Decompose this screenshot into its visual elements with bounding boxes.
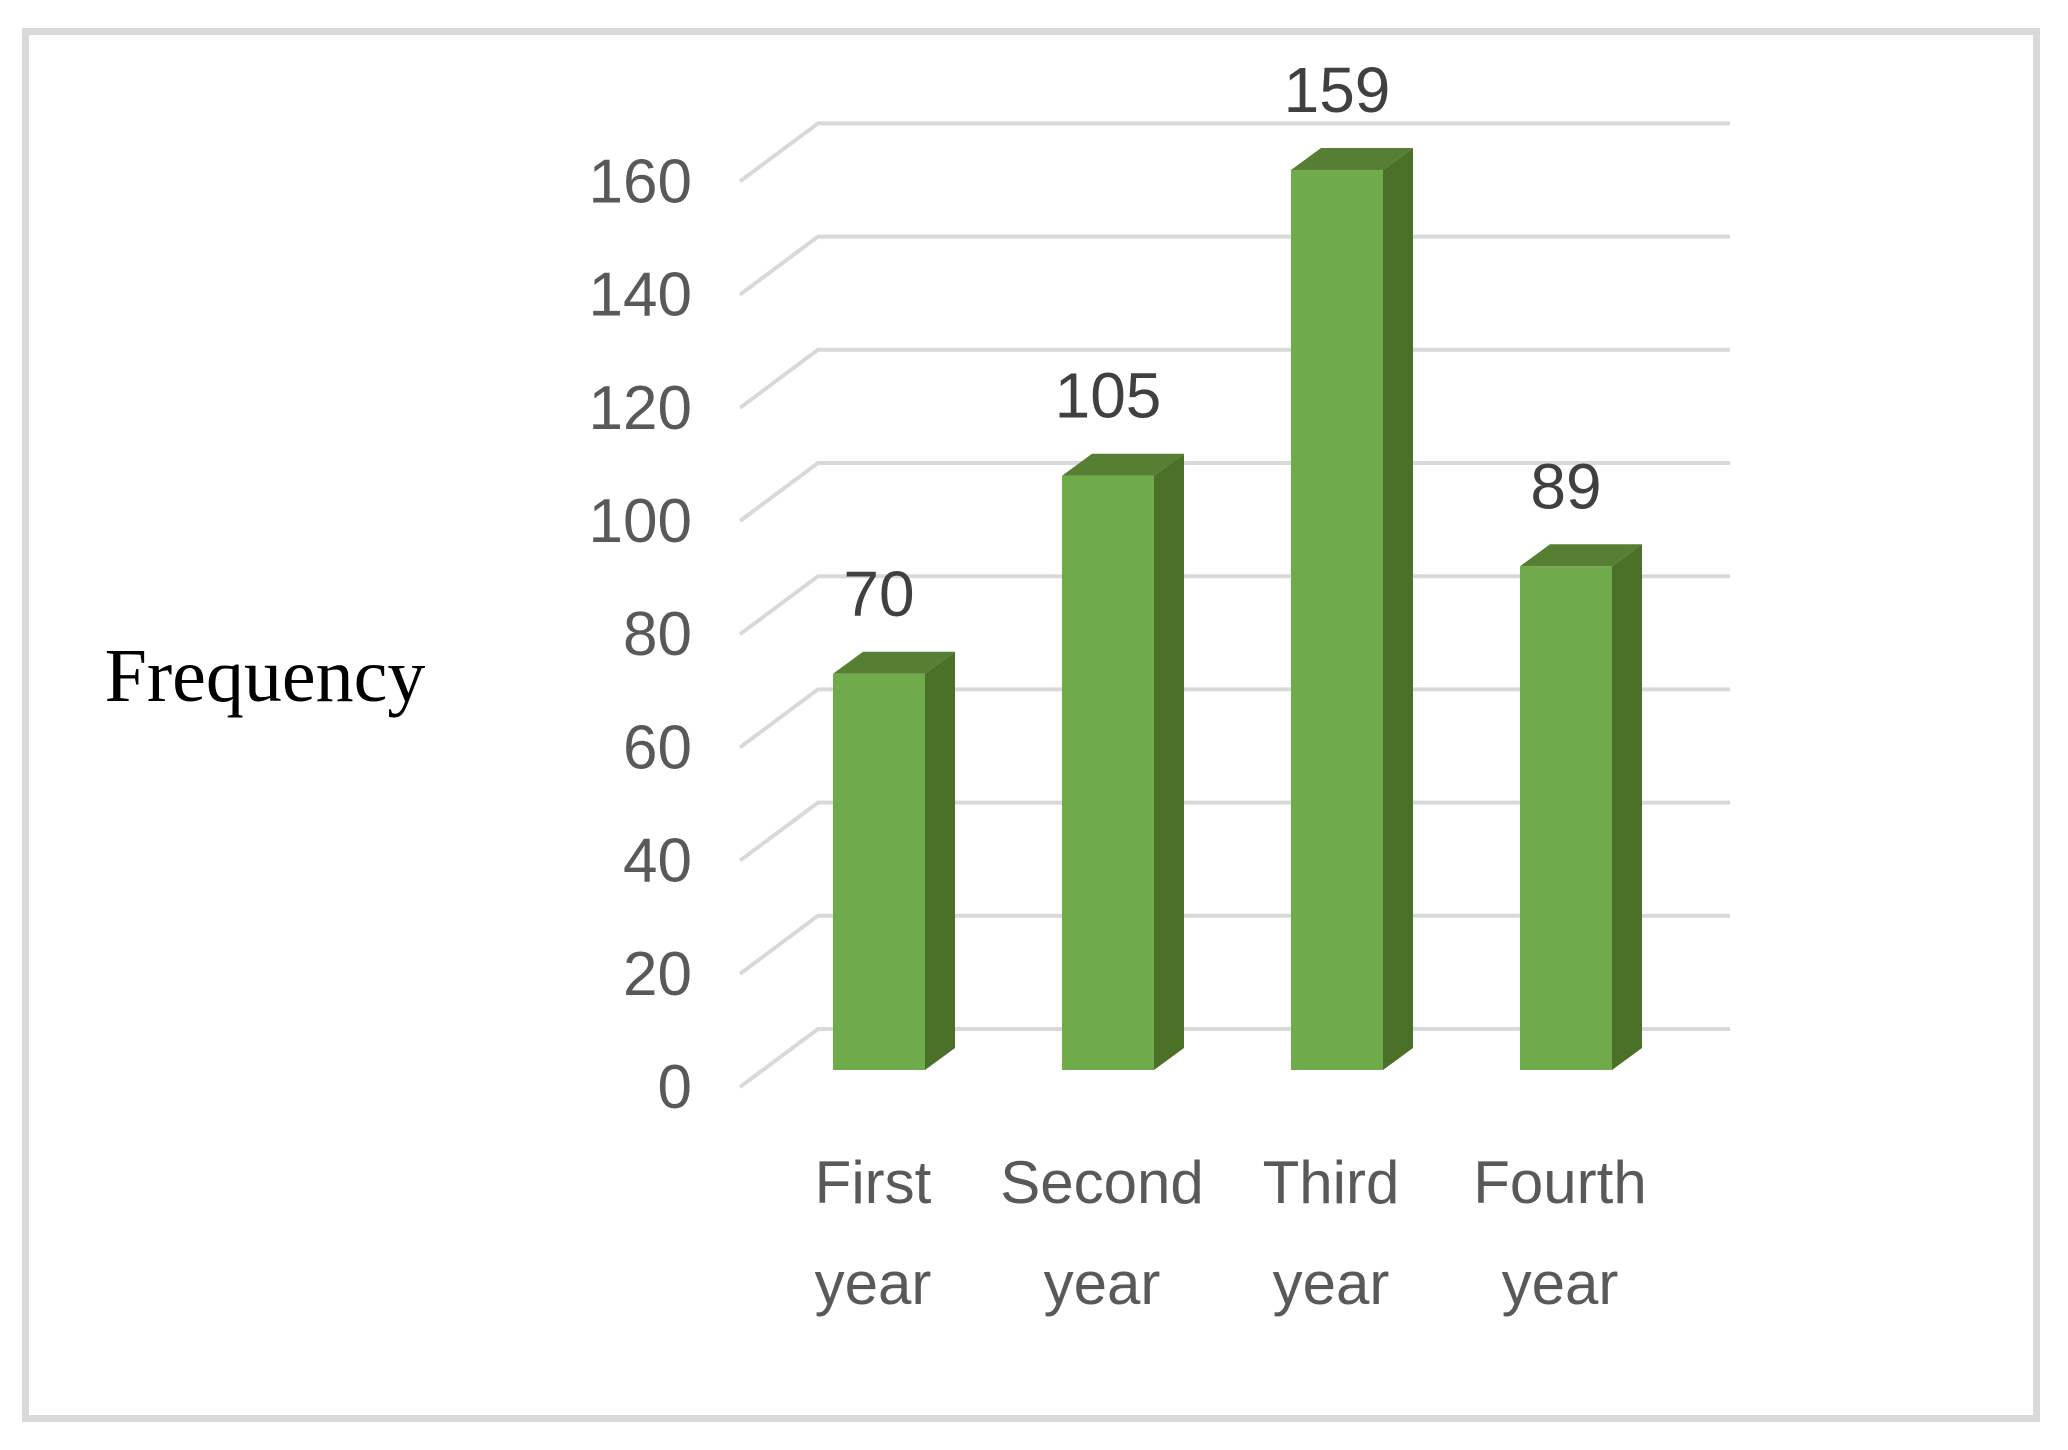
bar-side-face [1154,453,1184,1070]
y-axis-tick-labels: 0 20 40 60 80 100 120 140 160 [589,147,692,1122]
gridline-100 [738,461,1730,523]
gridline-20 [738,913,1730,976]
y-tick-label-140: 140 [589,261,692,330]
y-tick-label-160: 160 [589,147,692,216]
y-tick-label-40: 40 [623,827,692,896]
gridline-60 [738,687,1730,750]
gridline-0 [738,1027,1730,1089]
bar-side-face [925,651,955,1070]
bar-front-face [833,673,925,1070]
bar-4 [1520,544,1642,1070]
y-tick-label-100: 100 [589,487,692,556]
x-category-label-4: Fourth year [1473,1149,1646,1317]
gridlines-layer [738,121,1730,1089]
gridline-120 [738,347,1730,410]
gridline-160 [738,121,1730,184]
y-tick-label-0: 0 [658,1053,692,1122]
bar-1 [833,651,955,1070]
y-tick-label-80: 80 [623,600,692,669]
bar-top-face [1291,148,1413,171]
bar-front-face [1520,566,1612,1070]
data-label-89: 89 [1530,450,1601,522]
bar-side-face [1612,544,1642,1070]
y-axis-title: Frequency [105,634,426,718]
bar-2 [1062,453,1184,1070]
data-label-70: 70 [843,558,914,630]
bar-3 [1291,148,1413,1070]
x-axis-category-labels: First year Second year Third year Fourth year [815,1149,1647,1317]
data-label-105: 105 [1055,360,1162,432]
data-label-159: 159 [1284,54,1391,126]
gridline-80 [738,574,1730,636]
x-category-label-1: First year [815,1149,932,1317]
x-category-label-3: Third year [1263,1149,1400,1317]
y-tick-label-120: 120 [589,374,692,443]
y-tick-label-20: 20 [623,940,692,1009]
bar-front-face [1291,170,1383,1070]
bar-front-face [1062,475,1154,1070]
bar-side-face [1383,148,1413,1070]
bar-top-face [833,651,955,674]
bar-top-face [1062,453,1184,476]
y-tick-label-60: 60 [623,713,692,782]
gridline-140 [738,234,1730,297]
bar-top-face [1520,544,1642,567]
bars-layer [833,148,1642,1070]
chart-border-frame [22,28,2040,1422]
gridline-40 [738,800,1730,863]
data-labels-layer: 70 105 159 89 [843,54,1601,630]
x-category-label-2: Second year [1000,1149,1204,1317]
